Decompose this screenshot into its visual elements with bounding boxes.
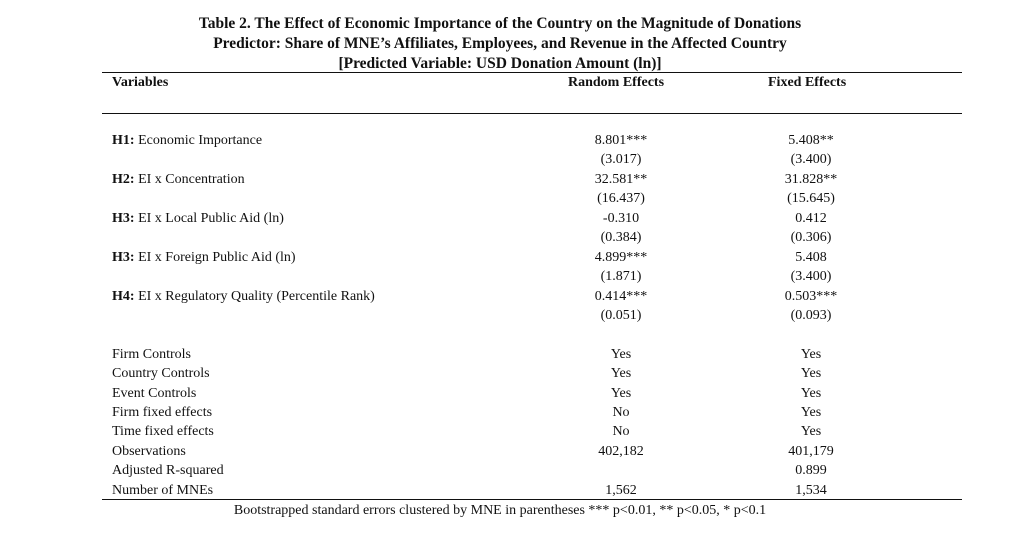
variable-label: H3: EI x Local Public Aid (ln) — [112, 210, 284, 228]
random-effects-coefficient: 0.414*** — [594, 289, 648, 304]
random-effects-std-error: (16.437) — [597, 191, 645, 206]
header-variables: Variables — [112, 75, 169, 90]
header-rule — [102, 113, 962, 114]
random-effects-std-error: (0.051) — [600, 308, 642, 323]
table-title-line-3: [Predicted Variable: USD Donation Amount… — [338, 55, 662, 72]
hypothesis-code: H2: — [112, 172, 135, 187]
hypothesis-code: H1: — [112, 133, 135, 148]
random-effects-coefficient: -0.310 — [602, 211, 640, 226]
fixed-effects-value: 401,179 — [788, 444, 834, 459]
bottom-rule — [102, 499, 962, 500]
hypothesis-label: EI x Regulatory Quality (Percentile Rank… — [138, 289, 375, 304]
fixed-effects-value: Yes — [800, 386, 822, 401]
fixed-effects-value: Yes — [800, 347, 822, 362]
control-label: Event Controls — [112, 386, 197, 401]
fixed-effects-value: 1,534 — [795, 483, 827, 498]
top-rule — [102, 72, 962, 73]
random-effects-value: Yes — [610, 386, 632, 401]
fixed-effects-coefficient: 31.828** — [784, 172, 838, 187]
fixed-effects-std-error: (3.400) — [790, 152, 832, 167]
control-label: Firm fixed effects — [112, 405, 213, 420]
control-label: Firm Controls — [112, 347, 191, 362]
hypothesis-code: H3: — [112, 211, 135, 226]
random-effects-value: No — [612, 424, 630, 439]
control-label: Time fixed effects — [112, 424, 214, 439]
header-fixed-effects: Fixed Effects — [768, 75, 847, 90]
random-effects-value: 402,182 — [598, 444, 644, 459]
variable-label: H4: EI x Regulatory Quality (Percentile … — [112, 288, 375, 306]
random-effects-value: 1,562 — [605, 483, 637, 498]
fixed-effects-coefficient: 0.503*** — [784, 289, 838, 304]
fixed-effects-std-error: (15.645) — [787, 191, 835, 206]
fixed-effects-std-error: (0.306) — [790, 230, 832, 245]
random-effects-coefficient: 4.899*** — [594, 250, 648, 265]
table-title-line-1: Table 2. The Effect of Economic Importan… — [198, 15, 802, 32]
hypothesis-label: EI x Local Public Aid (ln) — [138, 211, 284, 226]
fixed-effects-value: 0.899 — [795, 463, 827, 478]
hypothesis-code: H3: — [112, 250, 135, 265]
header-random-effects: Random Effects — [568, 75, 665, 90]
table-note: Bootstrapped standard errors clustered b… — [233, 503, 767, 518]
random-effects-std-error: (3.017) — [600, 152, 642, 167]
control-label: Number of MNEs — [112, 483, 214, 498]
fixed-effects-coefficient: 0.412 — [795, 211, 827, 226]
fixed-effects-std-error: (3.400) — [790, 269, 832, 284]
table-title-line-2: Predictor: Share of MNE’s Affiliates, Em… — [213, 35, 787, 52]
variable-label: H1: Economic Importance — [112, 132, 262, 150]
random-effects-value: No — [612, 405, 630, 420]
hypothesis-label: Economic Importance — [138, 133, 263, 148]
fixed-effects-coefficient: 5.408 — [795, 250, 827, 265]
random-effects-coefficient: 8.801*** — [594, 133, 648, 148]
fixed-effects-value: Yes — [800, 405, 822, 420]
random-effects-std-error: (1.871) — [600, 269, 642, 284]
fixed-effects-std-error: (0.093) — [790, 308, 832, 323]
fixed-effects-coefficient: 5.408** — [788, 133, 834, 148]
control-label: Observations — [112, 444, 186, 459]
control-label: Country Controls — [112, 366, 210, 381]
control-label: Adjusted R-squared — [112, 463, 224, 478]
fixed-effects-value: Yes — [800, 424, 822, 439]
hypothesis-code: H4: — [112, 289, 135, 304]
hypothesis-label: EI x Foreign Public Aid (ln) — [138, 250, 296, 265]
variable-label: H3: EI x Foreign Public Aid (ln) — [112, 249, 296, 267]
random-effects-value: Yes — [610, 347, 632, 362]
random-effects-coefficient: 32.581** — [594, 172, 648, 187]
fixed-effects-value: Yes — [800, 366, 822, 381]
hypothesis-label: EI x Concentration — [138, 172, 245, 187]
random-effects-std-error: (0.384) — [600, 230, 642, 245]
random-effects-value: Yes — [610, 366, 632, 381]
variable-label: H2: EI x Concentration — [112, 171, 245, 189]
